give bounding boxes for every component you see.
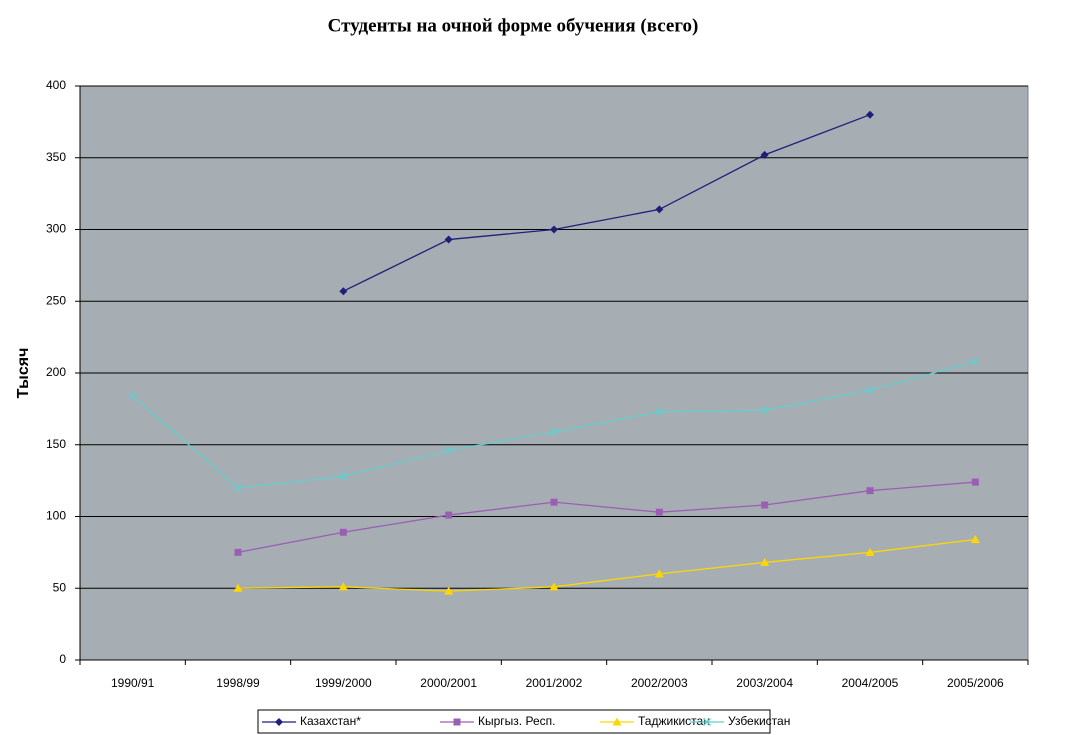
marker [654, 569, 664, 578]
marker [453, 718, 461, 726]
marker [339, 287, 348, 296]
legend-label: Кыргыз. Респ. [478, 714, 555, 728]
x-tick-label: 2002/2003 [631, 676, 688, 690]
marker [760, 150, 769, 159]
legend-label: Узбекистан [728, 714, 790, 728]
legend-label: Казахстан* [300, 714, 361, 728]
marker [550, 498, 558, 506]
marker [655, 407, 664, 416]
marker [549, 582, 559, 591]
marker [444, 446, 453, 455]
marker [760, 406, 769, 415]
chart-title: Студенты на очной форме обучения (всего) [328, 15, 699, 36]
y-tick-label: 400 [46, 78, 66, 92]
x-tick-label: 2001/2002 [526, 676, 583, 690]
series-line [237, 481, 976, 554]
x-tick-label: 2003/2004 [736, 676, 793, 690]
marker [970, 534, 980, 543]
y-tick-label: 200 [46, 365, 66, 379]
series-line [343, 114, 871, 292]
marker [971, 357, 980, 366]
marker [234, 548, 242, 556]
y-axis-label: Тысяч [15, 348, 32, 399]
x-tick-label: 2004/2005 [842, 676, 899, 690]
marker [549, 427, 559, 436]
x-tick-label: 2005/2006 [947, 676, 1004, 690]
marker [275, 718, 283, 726]
legend-label: Таджикистан [638, 714, 710, 728]
marker [702, 717, 712, 727]
y-tick-label: 50 [53, 580, 67, 594]
marker [655, 508, 663, 516]
y-tick-label: 100 [46, 509, 66, 523]
y-tick-label: 250 [46, 293, 66, 307]
marker [760, 557, 770, 566]
marker [655, 205, 664, 214]
marker [865, 547, 875, 556]
marker [444, 586, 454, 595]
x-tick-label: 1990/91 [111, 676, 155, 690]
series-line [237, 538, 976, 592]
marker [761, 501, 769, 509]
y-tick-label: 300 [46, 222, 66, 236]
marker [339, 528, 347, 536]
y-tick-label: 150 [46, 437, 66, 451]
marker [445, 511, 453, 519]
marker [866, 487, 874, 495]
marker [233, 483, 243, 492]
x-tick-label: 2000/2001 [420, 676, 477, 690]
x-tick-label: 1998/99 [216, 676, 260, 690]
marker [612, 717, 622, 726]
marker [338, 582, 348, 591]
marker [866, 110, 874, 119]
marker [865, 386, 875, 395]
marker [128, 391, 137, 400]
marker [971, 478, 979, 486]
y-tick-label: 0 [59, 652, 66, 666]
marker [339, 472, 348, 481]
marker [233, 583, 243, 592]
x-tick-label: 1999/2000 [315, 676, 372, 690]
legend [257, 709, 771, 734]
marker [550, 225, 558, 234]
marker [444, 235, 453, 244]
y-tick-label: 350 [46, 150, 66, 164]
